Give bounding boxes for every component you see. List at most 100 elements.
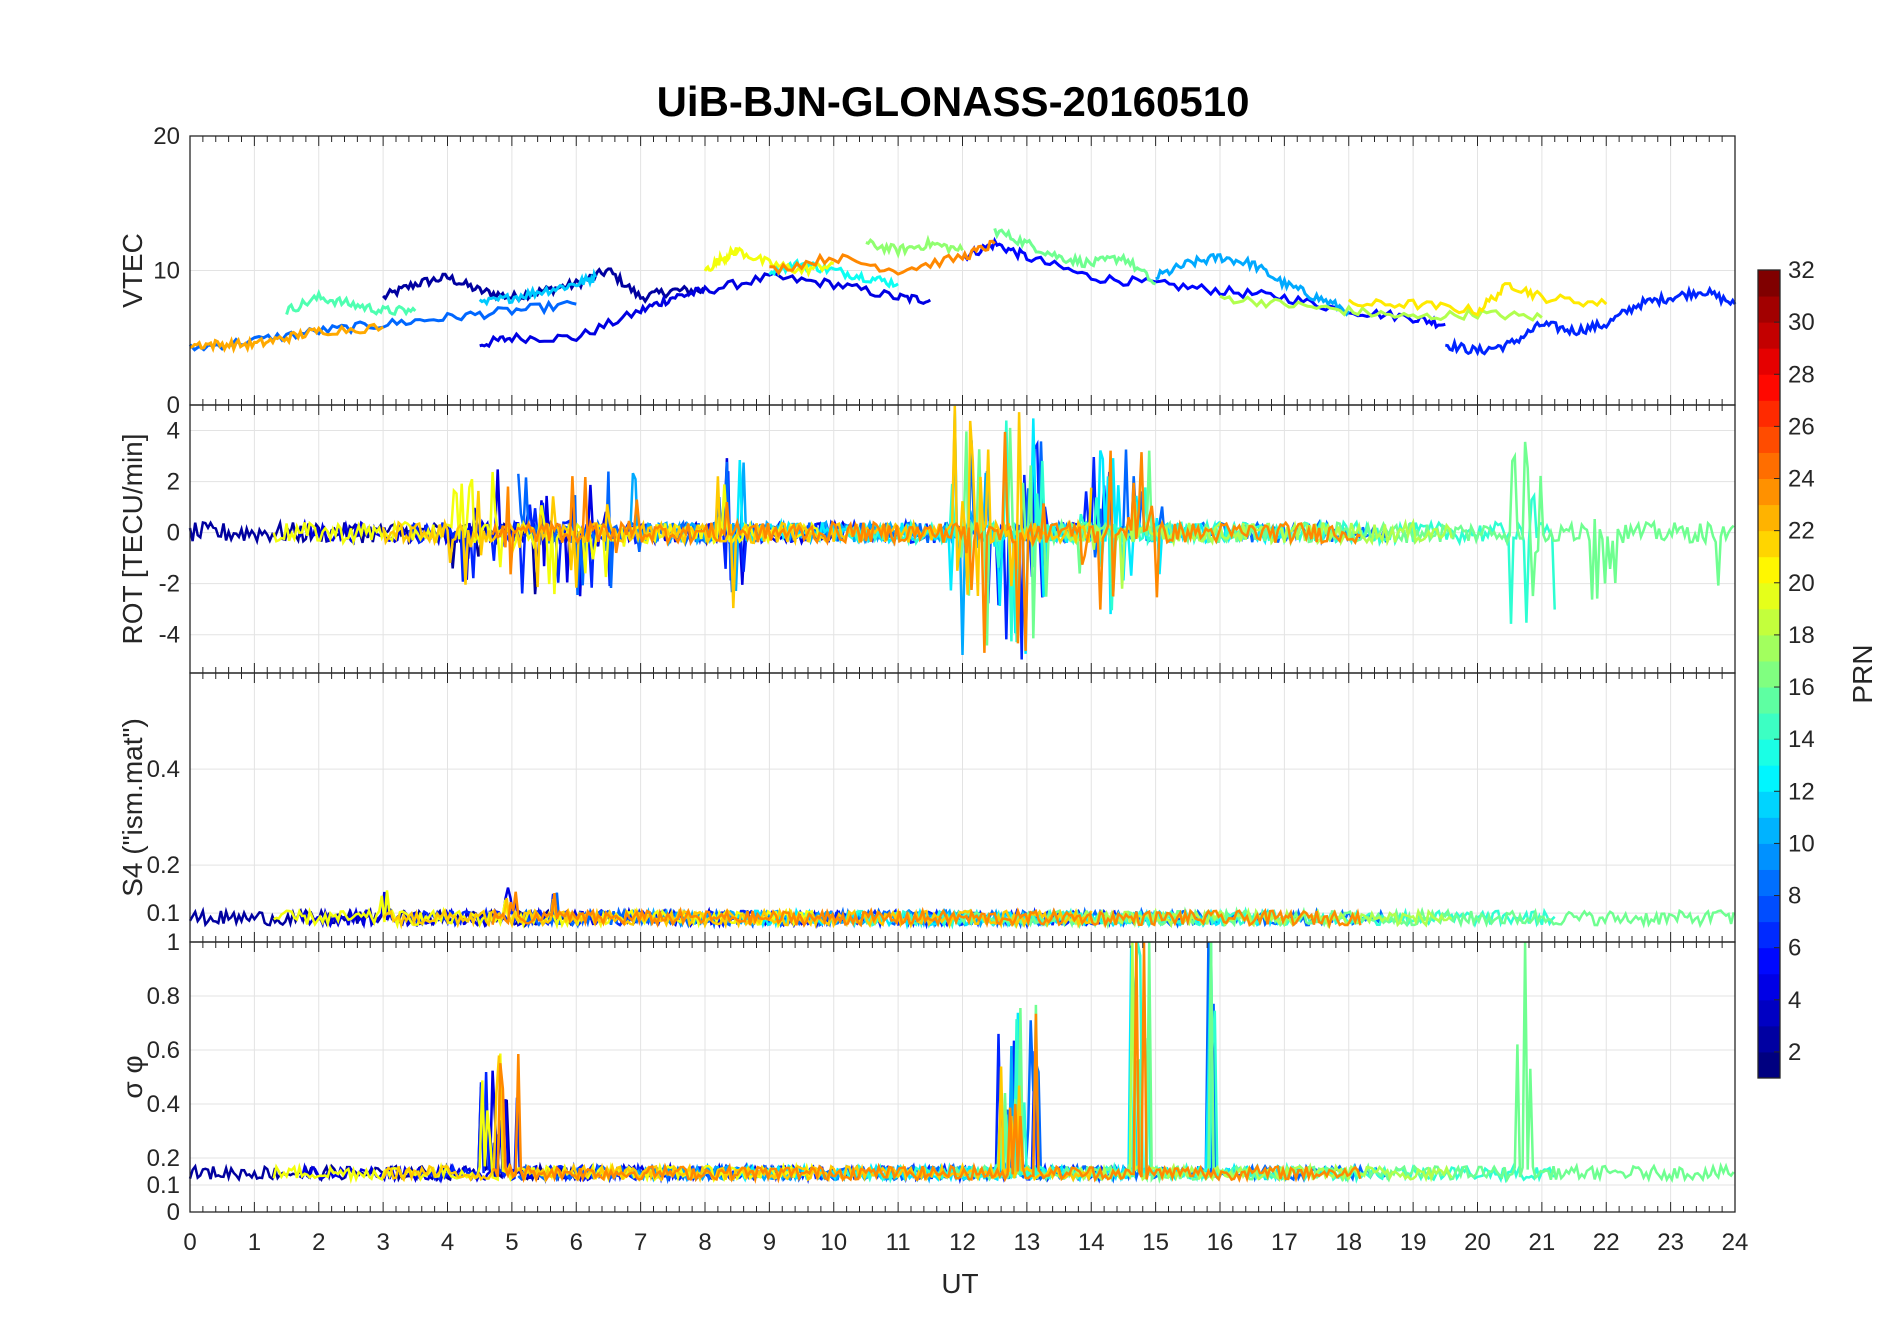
- sigma_phi-trace-prn-16: [954, 941, 1735, 1184]
- sigma_phi-trace-prn-24: [492, 941, 1362, 1185]
- colorbar-segment: [1758, 687, 1780, 714]
- s4-trace-prn-24: [491, 891, 1362, 930]
- vtec-trace-prn-2: [382, 267, 706, 304]
- colorbar-tick-label: 32: [1788, 257, 1815, 284]
- colorbar-segment: [1758, 713, 1780, 740]
- vtec-trace-prn-10: [1155, 252, 1351, 317]
- colorbar-segment: [1758, 973, 1780, 1001]
- colorbar-tick-label: 26: [1788, 413, 1815, 440]
- colorbar-segment: [1758, 791, 1780, 818]
- x-tick-label: 20: [1464, 1229, 1491, 1256]
- y-tick-label: 0.2: [147, 852, 180, 879]
- colorbar-segment: [1758, 556, 1780, 584]
- colorbar-tick-label: 16: [1788, 674, 1815, 701]
- vtec-trace-prn-16: [993, 227, 1157, 286]
- y-tick-label: 10: [153, 258, 180, 285]
- x-axis-label: UT: [941, 1268, 978, 1299]
- vtec-trace-prn-5: [961, 236, 1446, 330]
- colorbar-label: PRN: [1847, 644, 1878, 703]
- y-axis-label-vtec: VTEC: [117, 233, 148, 308]
- x-tick-label: 11: [886, 1229, 911, 1256]
- x-tick-label: 22: [1593, 1229, 1620, 1256]
- y-axis-label-sigma_phi: σ φ: [117, 1055, 148, 1098]
- y-tick-label: 0.6: [147, 1037, 180, 1064]
- colorbar-segment: [1758, 895, 1780, 923]
- y-tick-label: -4: [159, 622, 180, 649]
- vtec-trace-prn-15: [285, 288, 417, 317]
- vtec-trace-prn-21: [1347, 282, 1608, 317]
- colorbar-tick-label: 6: [1788, 935, 1801, 962]
- y-axis-label-rot: ROT [TECU/min]: [117, 433, 148, 644]
- x-tick-label: 3: [376, 1229, 389, 1256]
- colorbar-segment: [1758, 817, 1780, 844]
- colorbar-segment: [1758, 999, 1780, 1027]
- data-traces: [188, 227, 1737, 1185]
- x-tick-label: 13: [1014, 1229, 1041, 1256]
- colorbar-segment: [1758, 270, 1780, 297]
- colorbar-segment: [1758, 400, 1780, 427]
- colorbar-tick-label: 30: [1788, 309, 1815, 336]
- vtec-trace-prn-17: [865, 234, 964, 259]
- colorbar-segment: [1758, 582, 1780, 610]
- rot-trace-prn-2: [188, 498, 575, 595]
- colorbar-tick-label: 18: [1788, 622, 1815, 649]
- colorbar-segment: [1758, 530, 1780, 558]
- colorbar-segment: [1758, 608, 1780, 636]
- x-tick-label: 5: [505, 1229, 518, 1256]
- sigma_phi-trace-prn-14: [845, 942, 1556, 1184]
- y-tick-label: 0: [167, 520, 180, 547]
- vtec-trace-prn-20: [703, 245, 835, 278]
- colorbar-tick-label: 14: [1788, 726, 1815, 753]
- colorbar-segment: [1758, 296, 1780, 323]
- vtec-trace-prn-6: [1445, 285, 1737, 357]
- sigma_phi-trace-prn-8: [517, 941, 1387, 1185]
- colorbar-tick-label: 20: [1788, 570, 1815, 597]
- colorbar-segment: [1758, 478, 1780, 506]
- colorbar-tick-label: 2: [1788, 1039, 1801, 1066]
- y-tick-label: -2: [159, 571, 180, 598]
- x-tick-label: 9: [763, 1229, 776, 1256]
- y-tick-label: 20: [153, 123, 180, 150]
- colorbar-segment: [1758, 843, 1780, 870]
- colorbar-segment: [1758, 634, 1780, 662]
- colorbar-segment: [1758, 921, 1780, 949]
- x-tick-label: 6: [570, 1229, 583, 1256]
- y-tick-label: 0.4: [147, 756, 180, 783]
- x-tick-label: 1: [248, 1229, 261, 1256]
- x-tick-label: 0: [183, 1229, 196, 1256]
- x-tick-label: 15: [1142, 1229, 1169, 1256]
- x-tick-label: 19: [1400, 1229, 1427, 1256]
- colorbar-segment: [1758, 660, 1780, 688]
- x-tick-label: 14: [1078, 1229, 1105, 1256]
- x-tick-label: 7: [634, 1229, 647, 1256]
- colorbar-tick-label: 10: [1788, 830, 1815, 857]
- vtec-trace-prn-11: [478, 268, 597, 307]
- grid-lines: [190, 136, 1735, 1212]
- x-tick-label: 18: [1335, 1229, 1362, 1256]
- x-tick-label: 4: [441, 1229, 454, 1256]
- colorbar-segment: [1758, 947, 1780, 975]
- x-tick-label: 2: [312, 1229, 325, 1256]
- chart-title: UiB-BJN-GLONASS-20160510: [657, 78, 1250, 125]
- x-tick-label: 24: [1722, 1229, 1749, 1256]
- y-tick-label: 0.4: [147, 1091, 180, 1118]
- sigma_phi-trace-prn-4: [298, 1070, 846, 1184]
- vtec-trace-prn-18: [1219, 294, 1543, 322]
- sigma_phi-trace-prn-18: [1065, 941, 1453, 1183]
- vtec-trace-prn-13: [768, 258, 899, 289]
- vtec-trace-prn-23: [189, 322, 384, 354]
- colorbar-segment: [1758, 322, 1780, 349]
- y-tick-label: 0.1: [147, 900, 180, 927]
- sigma_phi-trace-prn-10: [626, 1045, 1016, 1184]
- y-tick-label: 0.2: [147, 1145, 180, 1172]
- colorbar-segment: [1758, 426, 1780, 453]
- colorbar-frame: [1757, 269, 1781, 1079]
- x-tick-label: 16: [1207, 1229, 1234, 1256]
- colorbar-tick-label: 4: [1788, 987, 1801, 1014]
- sigma_phi-trace-prn-20: [272, 1053, 821, 1185]
- vtec-trace-prn-24: [769, 239, 996, 276]
- y-axis-labels: VTEC ROT [TECU/min] S4 ("ism.mat") σ φ: [117, 233, 148, 1098]
- y-axis-label-s4: S4 ("ism.mat"): [117, 718, 148, 897]
- axes-frames: [189, 135, 1736, 1213]
